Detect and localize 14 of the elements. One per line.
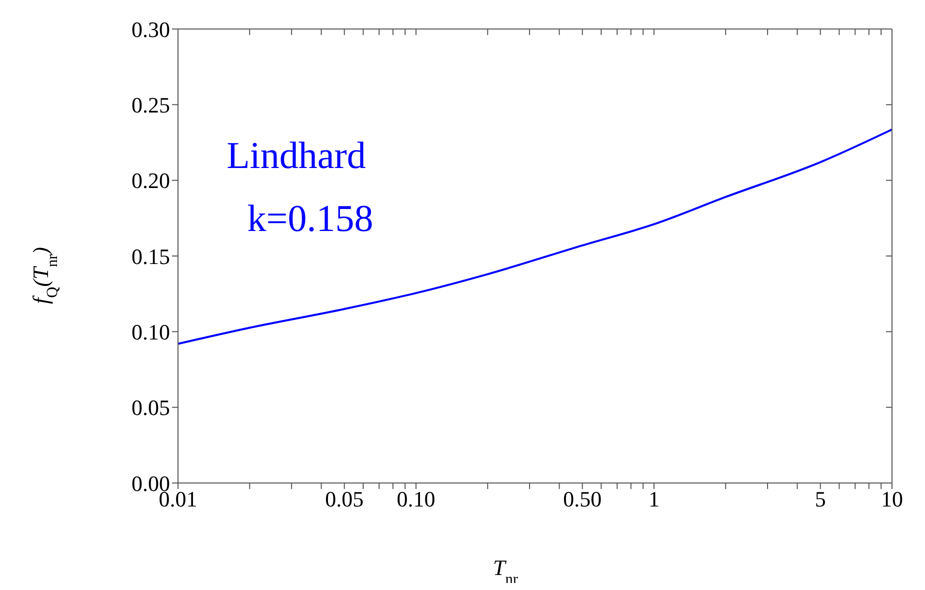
y-tick-label: 0.05 [132,395,170,420]
y-tick-label: 0.30 [132,16,170,42]
x-tick-label: 5 [814,486,826,512]
x-tick-label: 10 [881,486,903,512]
y-tick-label: 0.20 [132,168,170,194]
y-tick-label: 0.15 [132,244,170,269]
x-tick-label: 0.50 [563,486,602,512]
x-tick-label: 0.05 [325,486,364,512]
annotation: Lindhard [226,135,366,177]
x-tick-label: 0.10 [396,486,436,512]
x-tick-label: 1 [648,486,660,512]
y-tick-label: 0.10 [132,319,170,344]
y-tick-label: 0.25 [132,92,170,118]
annotation: k=0.158 [247,198,374,240]
